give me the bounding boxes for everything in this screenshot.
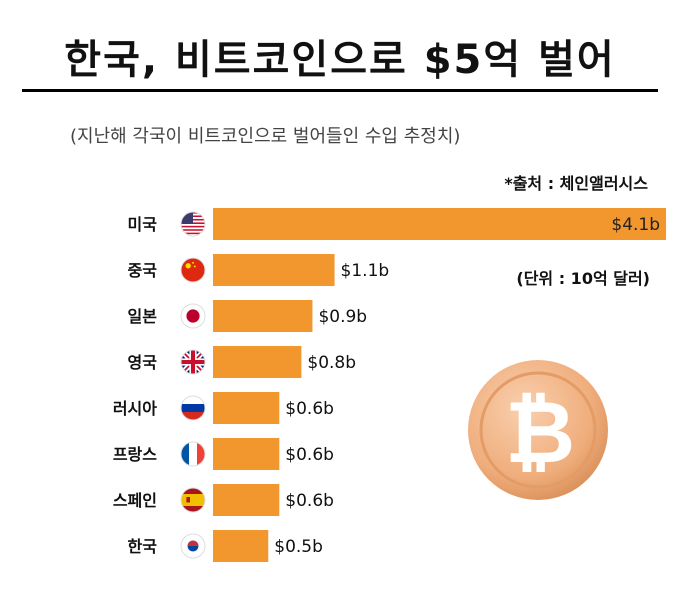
chart-title: 한국, 비트코인으로 $5억 벌어 (64, 37, 616, 83)
category-label: 러시아 (113, 399, 157, 418)
coin-face (468, 360, 608, 500)
coin-rim (479, 371, 597, 489)
japan-flag-icon-border (180, 303, 206, 329)
china-flag-icon (181, 258, 205, 282)
bar (213, 208, 667, 240)
value-label: $0.6b (285, 491, 334, 511)
category-label: 한국 (128, 537, 158, 556)
japan-flag-icon (181, 304, 205, 328)
france-flag-icon (181, 442, 205, 466)
bitcoin-symbol: ₿ (505, 383, 575, 483)
uk-flag-icon (181, 350, 205, 374)
value-label: $4.1b (611, 215, 660, 235)
title-underline (22, 89, 658, 92)
value-label: $0.8b (307, 353, 356, 373)
bitcoin-coin-icon: ₿ (466, 358, 610, 506)
russia-flag-icon-border (180, 395, 206, 421)
source-note: *출처 : 체인앨러시스 (504, 174, 648, 193)
france-flag-icon-border (180, 441, 206, 467)
value-label: $1.1b (341, 261, 390, 281)
spain-flag-icon (181, 488, 205, 512)
russia-flag-icon (181, 396, 205, 420)
value-label: $0.6b (285, 399, 334, 419)
bar (213, 484, 280, 516)
category-label: 프랑스 (113, 445, 157, 464)
category-label: 중국 (128, 261, 158, 280)
china-flag-icon-border (180, 257, 206, 283)
category-label: 미국 (128, 215, 158, 234)
us-flag-icon-border (180, 211, 206, 237)
category-label: 일본 (128, 307, 158, 326)
bar (213, 254, 335, 286)
chart-subtitle: (지난해 각국이 비트코인으로 벌어들인 수입 추정치) (70, 126, 461, 147)
value-label: $0.6b (285, 445, 334, 465)
unit-note: (단위 : 10억 달러) (516, 269, 650, 288)
uk-flag-icon-border (180, 349, 206, 375)
category-label: 스페인 (113, 491, 157, 510)
bar (213, 392, 280, 424)
korea-flag-icon-border (180, 533, 206, 559)
spain-flag-icon-border (180, 487, 206, 513)
value-label: $0.9b (318, 307, 367, 327)
category-label: 영국 (128, 353, 158, 372)
bar (213, 438, 280, 470)
bar (213, 346, 302, 378)
value-label: $0.5b (274, 537, 323, 557)
bar (213, 300, 313, 332)
bar (213, 530, 269, 562)
